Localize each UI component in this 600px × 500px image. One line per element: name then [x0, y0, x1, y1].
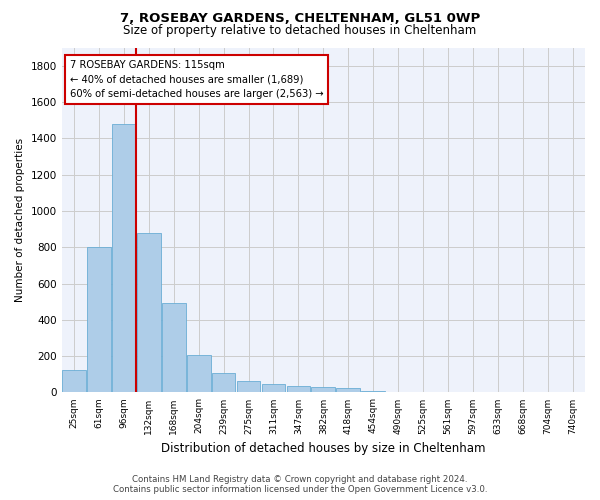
Bar: [311, 388, 335, 392]
Text: Size of property relative to detached houses in Cheltenham: Size of property relative to detached ho…: [124, 24, 476, 37]
Text: 7 ROSEBAY GARDENS: 115sqm
← 40% of detached houses are smaller (1,689)
60% of se: 7 ROSEBAY GARDENS: 115sqm ← 40% of detac…: [70, 60, 323, 99]
Bar: [162, 304, 185, 392]
Bar: [137, 232, 161, 392]
Bar: [287, 386, 310, 392]
Text: Contains HM Land Registry data © Crown copyright and database right 2024.
Contai: Contains HM Land Registry data © Crown c…: [113, 474, 487, 494]
Bar: [262, 384, 286, 392]
X-axis label: Distribution of detached houses by size in Cheltenham: Distribution of detached houses by size …: [161, 442, 485, 455]
Text: 7, ROSEBAY GARDENS, CHELTENHAM, GL51 0WP: 7, ROSEBAY GARDENS, CHELTENHAM, GL51 0WP: [120, 12, 480, 26]
Bar: [87, 247, 111, 392]
Bar: [361, 390, 385, 392]
Bar: [112, 124, 136, 392]
Bar: [337, 388, 360, 392]
Bar: [237, 380, 260, 392]
Bar: [62, 370, 86, 392]
Bar: [212, 374, 235, 392]
Bar: [187, 355, 211, 393]
Y-axis label: Number of detached properties: Number of detached properties: [15, 138, 25, 302]
